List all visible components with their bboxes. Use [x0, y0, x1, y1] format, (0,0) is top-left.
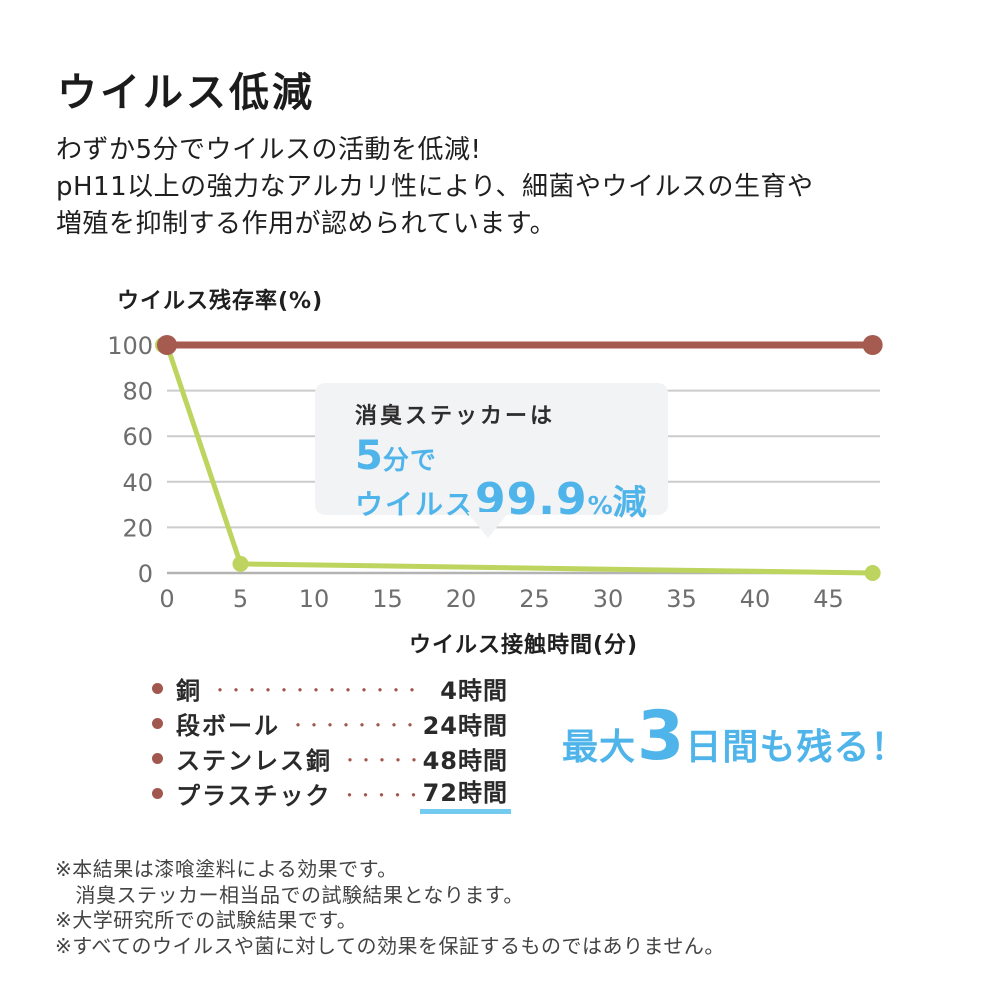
- footnote-line-1: ※本結果は漆喰塗料による効果です。: [55, 857, 398, 881]
- x-tick-label: 15: [372, 585, 403, 613]
- bullet-dot-icon: [152, 788, 163, 799]
- legend-leader-dots: ・・・・・・・・・・・・・: [212, 680, 421, 700]
- callout-reduction-word: 減: [612, 483, 647, 523]
- y-tick-label: 60: [122, 423, 153, 451]
- legend-label: プラスチック: [176, 782, 332, 810]
- legend-label: 銅: [176, 677, 202, 705]
- series-dot: [862, 335, 883, 355]
- x-tick-label: 10: [299, 585, 330, 613]
- highlight-suffix: 日間も残る！: [685, 727, 908, 768]
- legend-value: 48時間: [422, 747, 508, 775]
- highlight-prefix: 最大: [562, 727, 637, 768]
- footnote-line-3: ※大学研究所での試験結果です。: [55, 908, 358, 932]
- series-dot: [864, 565, 881, 581]
- x-axis-title: ウイルス接触時間(分): [408, 633, 639, 658]
- legend-value: 72時間: [419, 773, 511, 814]
- x-tick-label: 30: [593, 585, 624, 613]
- highlight-big-number: 3: [637, 697, 685, 776]
- legend-leader-dots: ・・・・・: [342, 750, 419, 770]
- legend-row-cardboard: 段ボール ・・・・・・・・・ 24時間: [152, 706, 508, 741]
- bullet-dot-icon: [152, 753, 163, 764]
- legend-leader-dots: ・・・・・・・・・: [290, 715, 419, 735]
- legend-row-copper: 銅 ・・・・・・・・・・・・・ 4時間: [152, 671, 508, 706]
- legend-value: 4時間: [440, 677, 508, 705]
- callout-minutes-line: 5分で: [355, 436, 668, 476]
- callout-heading: 消臭ステッカーは: [355, 404, 556, 429]
- page-title: ウイルス低減: [57, 70, 315, 116]
- callout-percent-sign: %: [587, 491, 613, 520]
- callout-target-label: ウイルス: [355, 488, 476, 521]
- legend-label: ステンレス銅: [176, 747, 332, 775]
- y-tick-label: 40: [122, 469, 153, 497]
- bullet-dot-icon: [152, 718, 163, 729]
- y-tick-label: 20: [122, 514, 153, 542]
- legend-value: 24時間: [422, 712, 508, 740]
- callout-minutes-value: 5: [355, 433, 383, 479]
- legend-row-stainless: ステンレス銅 ・・・・・ 48時間: [152, 741, 508, 776]
- footnotes: ※本結果は漆喰塗料による効果です。 消臭ステッカー相当品での試験結果となります。…: [55, 857, 725, 959]
- callout-tail: [467, 512, 509, 538]
- x-tick-label: 45: [813, 585, 844, 613]
- legend-leader-dots: ・・・・・: [341, 785, 416, 805]
- callout-bubble: 消臭ステッカーは 5分で ウイルス99.9%減: [315, 383, 668, 522]
- highlight-text: 最大3日間も残る！: [562, 697, 907, 776]
- x-tick-label: 5: [233, 585, 248, 613]
- footnote-line-4: ※すべてのウイルスや菌に対しての効果を保証するものではありません。: [55, 933, 725, 958]
- description-line-3: 増殖を抑制する作用が認められています。: [56, 209, 557, 239]
- x-tick-label: 25: [519, 585, 550, 613]
- legend-row-plastic: プラスチック ・・・・・ 72時間: [152, 773, 511, 814]
- callout-reduction-line: ウイルス99.9%減: [355, 478, 668, 522]
- series-dot: [232, 555, 249, 572]
- x-tick-label: 20: [446, 585, 477, 613]
- legend-label: 段ボール: [176, 712, 280, 740]
- callout-minutes-unit: 分で: [382, 446, 437, 476]
- series-dot: [157, 335, 177, 355]
- description: わずか5分でウイルスの活動を低減! pH11以上の強力なアルカリ性により、細菌や…: [56, 132, 814, 243]
- y-tick-label: 100: [107, 332, 153, 360]
- y-tick-label: 80: [122, 378, 153, 406]
- footnote-line-2: 消臭ステッカー相当品での試験結果となります。: [55, 882, 524, 907]
- x-tick-label: 35: [666, 585, 697, 613]
- description-line-2: pH11以上の強力なアルカリ性により、細菌やウイルスの生育や: [56, 172, 814, 202]
- materials-legend: 銅 ・・・・・・・・・・・・・ 4時間 段ボール ・・・・・・・・・ 24時間 …: [152, 671, 511, 814]
- x-tick-label: 40: [740, 585, 771, 613]
- x-tick-label: 0: [159, 585, 174, 613]
- y-tick-label: 0: [138, 560, 153, 588]
- bullet-dot-icon: [152, 683, 163, 694]
- y-axis-title: ウイルス残存率(%): [117, 289, 324, 314]
- description-line-1: わずか5分でウイルスの活動を低減!: [56, 135, 482, 165]
